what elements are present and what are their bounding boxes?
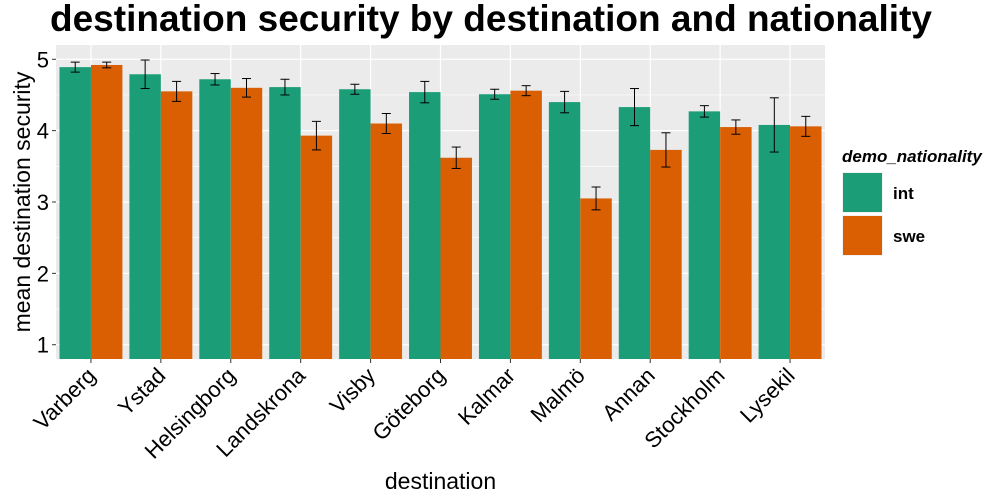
y-tick-label: 4 — [37, 119, 49, 144]
legend-label-swe: swe — [893, 227, 925, 246]
bar-int — [758, 124, 791, 359]
bar-int — [478, 94, 511, 359]
chart-title: destination security by destination and … — [50, 0, 932, 39]
bar-swe — [510, 90, 542, 359]
x-tick-label: Kalmar — [453, 363, 520, 430]
bar-int — [339, 89, 371, 359]
x-tick-label: Lysekil — [735, 363, 800, 428]
x-tick-label: Varberg — [29, 363, 101, 435]
bar-int — [548, 102, 581, 359]
bar-int — [269, 87, 301, 359]
x-tick-label: Visby — [325, 363, 380, 418]
y-tick-label: 2 — [37, 261, 49, 286]
bar-int — [59, 67, 91, 359]
bar-int — [199, 79, 231, 359]
bar-swe — [230, 87, 263, 360]
x-tick-label: Annan — [597, 363, 660, 426]
bar-swe — [440, 157, 472, 359]
legend-label-int: int — [893, 184, 914, 203]
y-tick-label: 1 — [37, 333, 49, 358]
legend-key-int — [843, 173, 882, 212]
bar-swe — [370, 123, 403, 359]
x-tick-label: Ystad — [113, 363, 170, 420]
bar-swe — [160, 91, 193, 360]
error-bars — [70, 59, 811, 211]
bars — [59, 64, 822, 360]
legend-title: demo_nationality — [842, 147, 983, 166]
y-axis-title: mean destination security — [9, 71, 35, 332]
bar-swe — [790, 126, 822, 359]
bar-int — [618, 107, 651, 359]
bar-int — [409, 92, 441, 359]
bar-swe — [650, 149, 682, 359]
x-tick-label: Göteborg — [367, 363, 450, 446]
y-tick-label: 3 — [37, 190, 49, 215]
bar-int — [129, 74, 161, 359]
legend-key-swe — [843, 216, 882, 255]
y-axis: 1 2 3 4 5 — [37, 47, 56, 358]
x-axis-title: destination — [385, 468, 496, 494]
y-tick-label: 5 — [37, 47, 49, 72]
bar-swe — [90, 64, 123, 360]
legend: demo_nationality int swe — [842, 147, 983, 256]
bar-swe — [720, 127, 752, 360]
bar-swe — [580, 198, 612, 359]
bar-swe — [300, 135, 333, 359]
x-tick-label: Malmö — [525, 363, 589, 427]
bar-int — [688, 111, 721, 359]
